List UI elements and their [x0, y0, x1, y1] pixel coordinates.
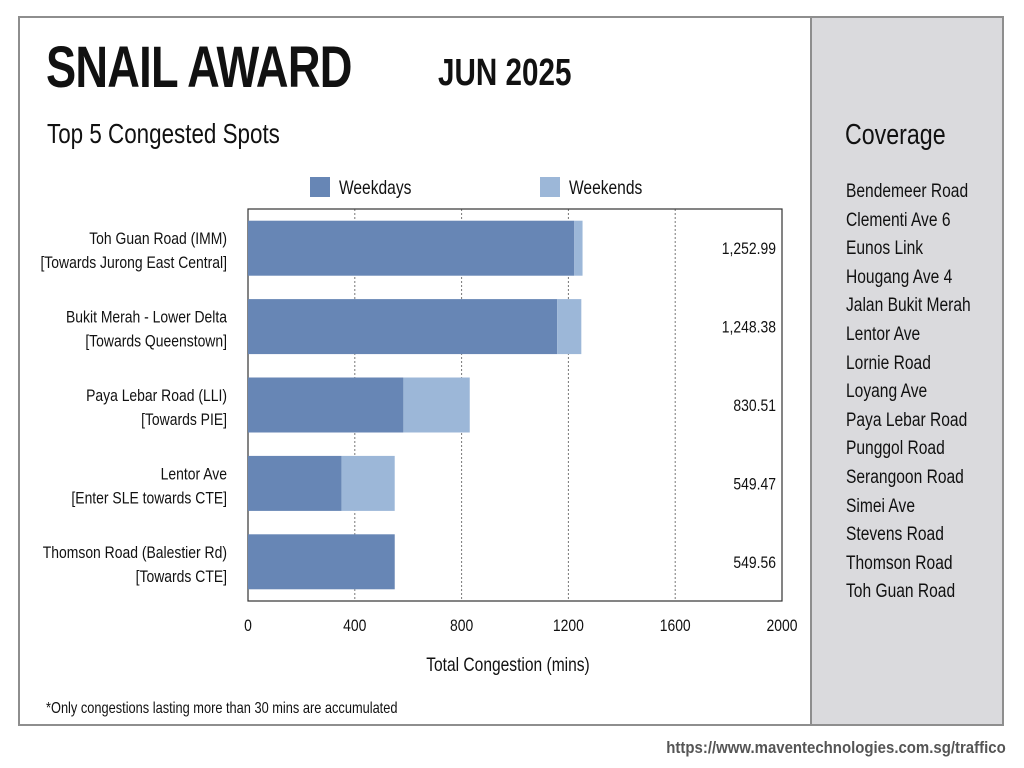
data-label: 1,252.99: [722, 240, 776, 259]
legend-label: Weekdays: [339, 177, 412, 199]
coverage-road: Toh Guan Road: [846, 581, 956, 603]
coverage-road: Punggol Road: [846, 438, 945, 460]
congestion-chart: Toh Guan Road (IMM) [Towards Jurong East …: [40, 177, 798, 676]
x-tick-label: 400: [343, 617, 367, 636]
coverage-road: Clementi Ave 6: [846, 209, 951, 231]
data-label: 830.51: [733, 397, 776, 416]
category-sublabel: [Towards CTE]: [136, 568, 227, 587]
x-axis-label: Total Congestion (mins): [426, 654, 590, 676]
coverage-road: Hougang Ave 4: [846, 266, 953, 288]
coverage-title: Coverage: [845, 119, 946, 151]
category-sublabel: [Towards Queenstown]: [85, 332, 227, 351]
bar-weekdays: [248, 220, 575, 276]
coverage-road: Simei Ave: [846, 495, 915, 517]
category-sublabel: [Towards PIE]: [141, 411, 227, 430]
x-tick-label: 0: [244, 617, 252, 636]
coverage-road: Jalan Bukit Merah: [846, 295, 971, 317]
x-tick-label: 1200: [553, 617, 584, 636]
bar-weekends: [557, 299, 582, 355]
legend-swatch-weekends: [540, 177, 560, 197]
bar-weekdays: [248, 534, 395, 590]
data-label: 549.56: [733, 554, 776, 573]
data-label: 1,248.38: [722, 318, 776, 337]
coverage-road: Serangoon Road: [846, 466, 964, 488]
bar-weekdays: [248, 455, 342, 511]
footnote: *Only congestions lasting more than 30 m…: [46, 700, 398, 717]
bar-weekdays: [248, 377, 404, 433]
category-label: Paya Lebar Road (LLI): [86, 387, 227, 406]
x-tick-label: 800: [450, 617, 474, 636]
source-url[interactable]: https://www.maventechnologies.com.sg/tra…: [666, 738, 1006, 757]
page-title: SNAIL AWARD: [46, 35, 352, 100]
bar-weekends: [574, 220, 583, 276]
coverage-road: Bendemeer Road: [846, 181, 969, 202]
bar-weekends: [341, 455, 395, 511]
data-label: 549.47: [733, 475, 776, 494]
coverage-sidebar: [810, 16, 1004, 726]
x-tick-label: 1600: [660, 617, 691, 636]
category-label: Bukit Merah - Lower Delta: [66, 308, 227, 327]
coverage-road: Thomson Road: [846, 552, 953, 574]
category-sublabel: [Towards Jurong East Central]: [40, 254, 227, 273]
x-tick-label: 2000: [767, 617, 798, 636]
category-label: Toh Guan Road (IMM): [89, 230, 227, 249]
bar-weekends: [403, 377, 470, 433]
bar-weekdays: [248, 299, 558, 355]
category-label: Thomson Road (Balestier Rd): [43, 544, 227, 563]
category-sublabel: [Enter SLE towards CTE]: [71, 489, 227, 508]
legend-label: Weekends: [569, 177, 643, 199]
report-month: JUN 2025: [438, 52, 572, 94]
coverage-road: Eunos Link: [846, 238, 924, 260]
coverage-road: Paya Lebar Road: [846, 409, 968, 431]
coverage-road: Lornie Road: [846, 352, 931, 374]
category-label: Lentor Ave: [161, 465, 227, 484]
coverage-list: Bendemeer Road Clementi Ave 6 Eunos Link Ho…: [846, 180, 998, 609]
legend-swatch-weekdays: [310, 177, 330, 197]
coverage-road: Loyang Ave: [846, 381, 928, 403]
chart-subtitle: Top 5 Congested Spots: [47, 118, 280, 149]
coverage-road: Stevens Road: [846, 524, 944, 546]
coverage-road: Lentor Ave: [846, 323, 921, 345]
